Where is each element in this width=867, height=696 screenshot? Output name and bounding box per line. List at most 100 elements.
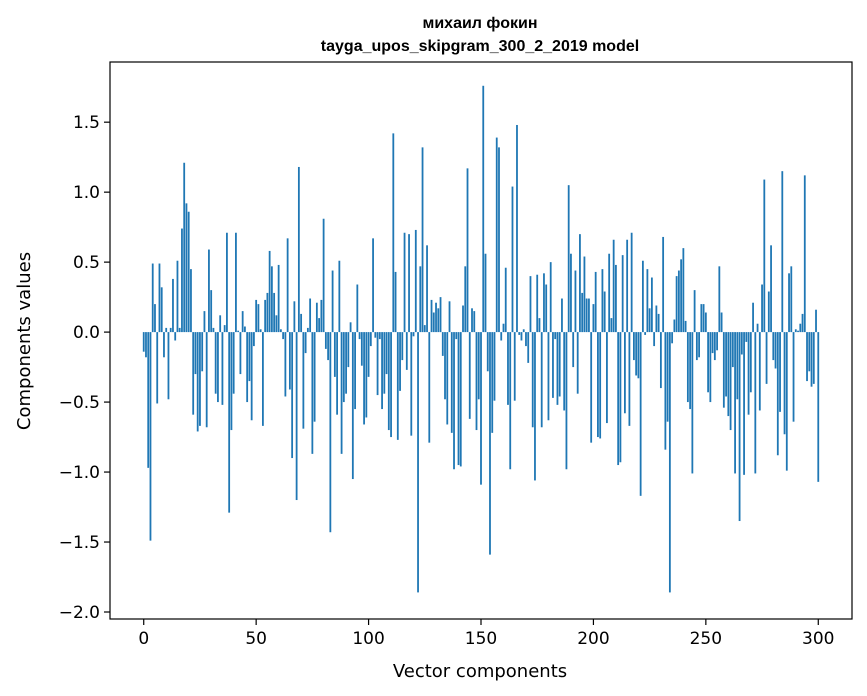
bar <box>158 263 161 333</box>
bar <box>336 332 338 415</box>
bar <box>815 309 817 333</box>
bar <box>612 239 615 333</box>
bar <box>441 332 444 356</box>
y-tick-label: 1.0 <box>73 183 100 203</box>
bar <box>677 270 680 333</box>
bar <box>217 332 219 403</box>
bar <box>500 332 503 341</box>
chart-title-line1: михаил фокин <box>423 15 538 32</box>
y-tick-label: −0.5 <box>59 393 100 413</box>
bar <box>169 327 172 333</box>
bar <box>387 332 390 431</box>
bar <box>693 290 696 333</box>
bar <box>282 332 285 340</box>
bar <box>668 332 671 593</box>
bar <box>525 332 527 347</box>
bar <box>520 332 523 341</box>
bar <box>655 305 658 333</box>
bar <box>657 313 660 333</box>
bar <box>547 332 550 421</box>
bar <box>502 323 505 333</box>
bar <box>430 299 433 333</box>
bar <box>457 332 460 466</box>
x-axis-ticks: 0 50 100 150 200 250 300 <box>138 619 834 649</box>
bar <box>556 332 559 405</box>
bar <box>288 332 291 390</box>
bar <box>610 318 613 333</box>
bar <box>740 332 743 355</box>
bar <box>156 332 159 404</box>
bar <box>570 253 572 333</box>
bar <box>675 276 678 333</box>
bar <box>619 332 622 463</box>
bar <box>235 232 237 333</box>
bar <box>468 332 471 419</box>
bar <box>426 245 428 333</box>
bar <box>531 332 534 428</box>
bar <box>453 332 455 470</box>
bar <box>232 332 235 394</box>
x-tick-label: 100 <box>352 629 384 649</box>
bar <box>437 308 440 333</box>
bar <box>221 332 224 405</box>
bar <box>704 312 707 333</box>
bar <box>147 332 150 468</box>
bar <box>507 332 509 405</box>
bar <box>266 292 269 333</box>
x-tick-label: 50 <box>245 629 267 649</box>
bar <box>203 311 206 333</box>
bar <box>239 332 242 375</box>
bar <box>210 290 213 333</box>
bar <box>270 266 273 333</box>
bar <box>563 332 566 411</box>
bar <box>268 250 271 333</box>
bar <box>390 332 392 438</box>
bar <box>756 323 759 333</box>
bar <box>340 332 343 454</box>
bar <box>383 332 386 394</box>
bar <box>446 332 449 425</box>
bar <box>246 332 249 403</box>
bar <box>817 332 820 482</box>
bar <box>806 332 808 382</box>
bar <box>399 332 401 391</box>
bar <box>729 332 732 431</box>
bar <box>801 313 804 333</box>
bar <box>345 332 347 394</box>
bar <box>516 124 518 333</box>
bar <box>597 332 599 438</box>
bar <box>385 332 388 375</box>
bar <box>320 299 323 333</box>
bar <box>579 234 581 333</box>
x-tick-label: 250 <box>690 629 722 649</box>
bar <box>545 284 548 333</box>
bar <box>435 302 437 333</box>
bar <box>423 325 426 333</box>
bar <box>403 232 406 333</box>
bar <box>603 291 606 333</box>
bar <box>163 332 165 358</box>
x-tick-label: 300 <box>802 629 834 649</box>
bar <box>306 327 309 333</box>
bar <box>763 179 766 333</box>
bar <box>471 308 473 333</box>
bar <box>394 271 397 333</box>
bar <box>248 332 251 382</box>
chart-title-line2: tayga_upos_skipgram_300_2_2019 model <box>321 38 639 55</box>
x-tick-label: 150 <box>465 629 497 649</box>
bar <box>534 332 536 481</box>
bar <box>633 332 635 361</box>
bar <box>322 218 325 333</box>
bar <box>367 332 370 377</box>
bar <box>518 332 521 335</box>
bar <box>480 332 482 485</box>
bar <box>257 304 260 333</box>
bar <box>356 284 359 333</box>
bar <box>585 298 588 333</box>
y-axis-ticks: −2.0 −1.5 −1.0 −0.5 0.0 0.5 1.0 1.5 <box>59 113 110 623</box>
bar <box>493 332 496 401</box>
bar <box>338 260 341 333</box>
bar <box>333 332 336 377</box>
bar <box>455 332 458 340</box>
